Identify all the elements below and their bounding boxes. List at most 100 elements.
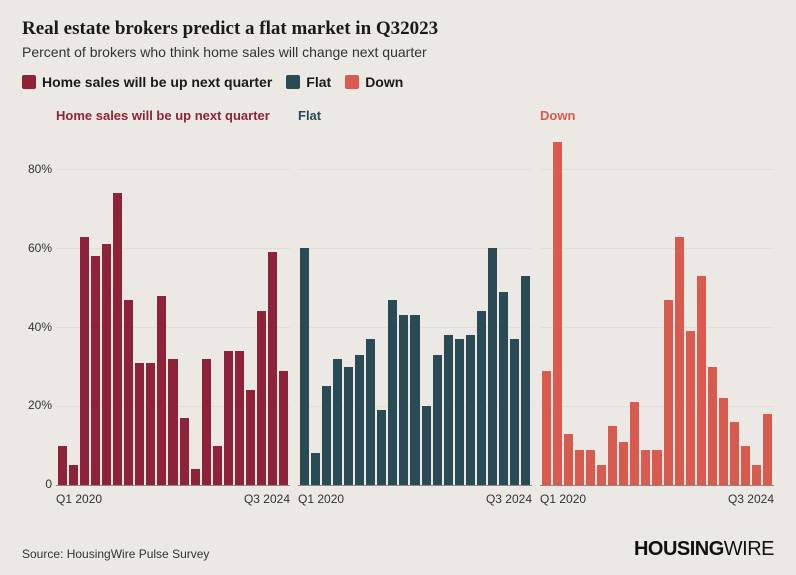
bar [91,256,100,485]
source-text: Source: HousingWire Pulse Survey [22,547,209,561]
panel-title: Flat [298,108,532,124]
bar [268,252,277,485]
bar [322,386,331,485]
legend-swatch [22,75,36,89]
bar [542,371,551,485]
bar [630,402,639,485]
bar [300,248,309,485]
bar [235,351,244,485]
bar [686,331,695,485]
bar [113,193,122,485]
bar [102,244,111,485]
y-tick-label: 40% [28,320,52,334]
bar [410,315,419,485]
y-tick-label: 0 [45,477,52,491]
legend-item: Flat [286,74,331,90]
bar [80,237,89,486]
bar [641,450,650,486]
chart-subtitle: Percent of brokers who think home sales … [22,44,774,60]
legend-item: Home sales will be up next quarter [22,74,272,90]
panel-flat: Flat Q1 2020 Q3 2024 [298,108,532,506]
bar [499,292,508,485]
bar [553,142,562,485]
bar [422,406,431,485]
bar [619,442,628,485]
bars [298,130,532,485]
bar [366,339,375,485]
bar [510,339,519,485]
legend-item: Down [345,74,403,90]
bar [279,371,288,485]
panels-container: 0 20% 40% 60% 80% Home sales will be up next… [22,108,774,506]
bar [763,414,772,485]
legend-label: Home sales will be up next quarter [42,74,272,90]
bar [388,300,397,485]
bar [311,453,320,485]
bar [697,276,706,485]
bar [124,300,133,485]
bar [191,469,200,485]
bar [752,465,761,485]
bar [399,315,408,485]
bar [257,311,266,485]
bar [444,335,453,485]
y-tick-label: 60% [28,241,52,255]
panel-title: Home sales will be up next quarter [56,108,290,124]
bar [708,367,717,485]
bar [135,363,144,485]
bar [466,335,475,485]
bar [521,276,530,485]
bar [224,351,233,485]
bar [333,359,342,485]
bar [433,355,442,485]
bar [652,450,661,486]
bar [488,248,497,485]
bar [564,434,573,485]
bar [664,300,673,485]
plot-area [298,130,532,486]
legend-label: Down [365,74,403,90]
x-start-label: Q1 2020 [298,492,344,506]
legend-swatch [286,75,300,89]
bar [586,450,595,486]
y-tick-label: 80% [28,162,52,176]
y-tick-label: 20% [28,398,52,412]
bar [58,446,67,485]
x-axis: Q1 2020 Q3 2024 [298,486,532,506]
bar [597,465,606,485]
bar [675,237,684,486]
panel-up: Home sales will be up next quarter Q1 202… [56,108,290,506]
bar [355,355,364,485]
plot-area [540,130,774,486]
x-start-label: Q1 2020 [56,492,102,506]
bar [157,296,166,485]
brand-logo: HOUSINGWIRE [634,538,774,561]
x-start-label: Q1 2020 [540,492,586,506]
bar [180,418,189,485]
bar [719,398,728,485]
x-end-label: Q3 2024 [728,492,774,506]
bars [540,130,774,485]
panel-down: Down Q1 2020 Q3 2024 [540,108,774,506]
legend-swatch [345,75,359,89]
chart-title: Real estate brokers predict a flat marke… [22,18,774,40]
brand-part2: WIRE [724,538,774,560]
bar [168,359,177,485]
bar [202,359,211,485]
legend: Home sales will be up next quarter Flat Do… [22,74,774,90]
bar [575,450,584,486]
plot-area [56,130,290,486]
bar [246,390,255,485]
bar [730,422,739,485]
x-axis: Q1 2020 Q3 2024 [540,486,774,506]
panel-title: Down [540,108,774,124]
x-end-label: Q3 2024 [486,492,532,506]
bar [455,339,464,485]
bar [69,465,78,485]
bar [213,446,222,485]
x-axis: Q1 2020Q3 2024 [56,486,290,506]
bar [344,367,353,485]
bar [377,410,386,485]
y-axis: 0 20% 40% 60% 80% [22,108,56,506]
legend-label: Flat [306,74,331,90]
